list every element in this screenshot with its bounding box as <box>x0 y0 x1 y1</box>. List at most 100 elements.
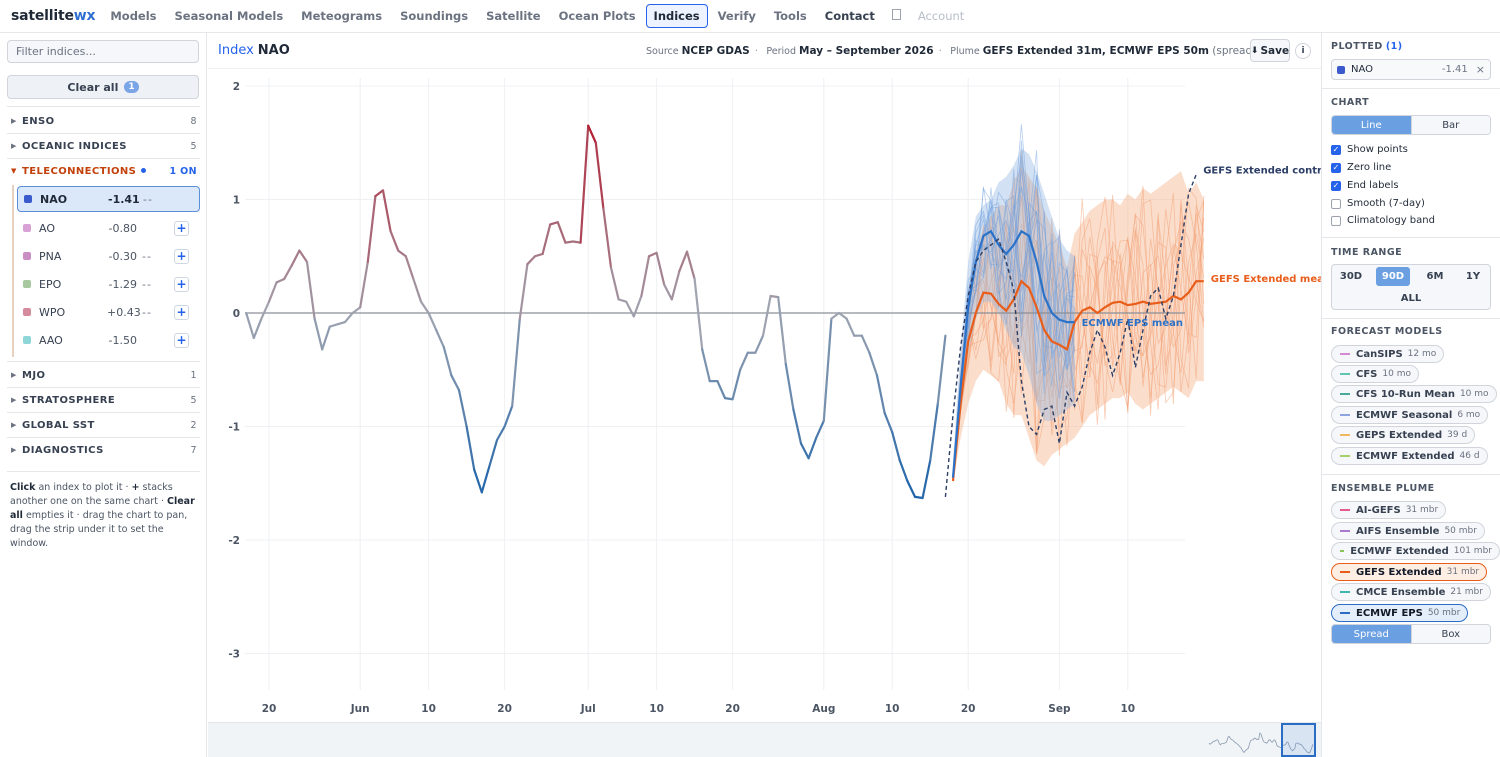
plume-spread-button[interactable]: Spread <box>1332 625 1411 643</box>
gefs-member-line <box>952 177 1205 482</box>
group-oceanic-indices[interactable]: ▶ OCEANIC INDICES 5 <box>7 137 200 155</box>
observed-nao-segment <box>389 230 400 252</box>
filter-indices-input[interactable] <box>7 40 199 63</box>
x-tick-label: 20 <box>262 703 277 715</box>
nav-account[interactable]: Account <box>917 9 965 23</box>
index-row-aao[interactable]: AAO -1.50 + <box>17 327 200 353</box>
nav-tools[interactable]: Tools <box>773 9 807 23</box>
model-ecmwf-extended[interactable]: ECMWF Extended 46 d <box>1331 447 1488 465</box>
show-points-checkbox[interactable]: ✓ Show points <box>1331 144 1408 155</box>
model-cfs-10-run-mean[interactable]: CFS 10-Run Mean 10 mo <box>1331 385 1497 403</box>
range-30d-button[interactable]: 30D <box>1339 271 1363 282</box>
range-1y-button[interactable]: 1Y <box>1465 271 1481 282</box>
index-value: -1.29 <box>108 277 137 291</box>
plume-ecmwf-eps[interactable]: ECMWF EPS 50 mbr <box>1331 604 1469 622</box>
nav-meteograms[interactable]: Meteograms <box>301 9 383 23</box>
observed-nao-segment <box>488 439 499 468</box>
plume-box-button[interactable]: Box <box>1410 625 1490 643</box>
series-swatch <box>1340 393 1350 395</box>
group-mjo[interactable]: ▶ MJO 1 <box>7 366 200 384</box>
nav-ocean-plots[interactable]: Ocean Plots <box>558 9 636 23</box>
group-global-sst[interactable]: ▶ GLOBAL SST 2 <box>7 416 200 434</box>
group-count: 7 <box>190 444 197 456</box>
plume-aifs-ensemble[interactable]: AIFS Ensemble 50 mbr <box>1331 522 1485 540</box>
end-labels-checkbox[interactable]: ✓ End labels <box>1331 180 1399 191</box>
model-cfs[interactable]: CFS 10 mo <box>1331 365 1419 383</box>
smooth-checkbox[interactable]: Smooth (7-day) <box>1331 198 1425 209</box>
index-row-nao[interactable]: NAO -1.41 -- <box>17 186 200 212</box>
observed-nao-segment <box>473 468 483 494</box>
plotted-value: -1.41 <box>1441 64 1468 75</box>
model-cansips[interactable]: CanSIPS 12 mo <box>1331 345 1445 363</box>
time-window-strip[interactable] <box>208 722 1321 757</box>
nav-contact[interactable]: Contact <box>824 9 875 23</box>
group-name: TELECONNECTIONS <box>22 165 137 177</box>
nav-satellite[interactable]: Satellite <box>486 9 541 23</box>
nav-models[interactable]: Models <box>110 9 157 23</box>
range-all-button[interactable]: ALL <box>1400 293 1422 304</box>
observed-nao-segment <box>457 389 468 428</box>
range-6m-button[interactable]: 6M <box>1426 271 1444 282</box>
model-ecmwf-seasonal[interactable]: ECMWF Seasonal 6 mo <box>1331 406 1489 424</box>
checkbox-empty-icon <box>1331 198 1341 209</box>
group-diagnostics[interactable]: ▶ DIAGNOSTICS 7 <box>7 441 200 459</box>
plume-gefs-extended[interactable]: GEFS Extended 31 mbr <box>1331 563 1488 581</box>
index-row-wpo[interactable]: WPO +0.43 -- + <box>17 299 200 325</box>
theme-toggle-icon[interactable] <box>885 4 908 28</box>
collapse-arrow-icon: ▼ <box>11 167 17 175</box>
x-tick-label: Jun <box>350 703 370 715</box>
chart-type-bar-button[interactable]: Bar <box>1410 116 1490 134</box>
index-name: NAO <box>40 192 68 206</box>
observed-nao-segment <box>875 374 886 414</box>
series-swatch <box>1340 571 1350 573</box>
group-name: STRATOSPHERE <box>22 394 116 406</box>
series-swatch <box>1340 455 1350 457</box>
window-handle[interactable] <box>1281 723 1316 757</box>
index-name: WPO <box>39 305 66 319</box>
plume-ecmwf-extended[interactable]: ECMWF Extended 101 mbr <box>1331 542 1500 560</box>
observed-nao-segment <box>298 249 309 264</box>
nao-chart[interactable]: 210-1-2-320 Jun 10 20 Jul 10 20 Aug 10 20 Sep 10GEF… <box>208 70 1321 722</box>
overview-sparkline <box>1208 723 1316 757</box>
group-stratosphere[interactable]: ▶ STRATOSPHERE 5 <box>7 391 200 409</box>
series-swatch <box>1340 434 1350 436</box>
x-tick-label: Aug <box>812 703 835 715</box>
plume-ai-gefs[interactable]: AI-GEFS 31 mbr <box>1331 501 1447 519</box>
range-90d-button[interactable]: 90D <box>1376 267 1410 286</box>
plume-cmce-ensemble[interactable]: CMCE Ensemble 21 mbr <box>1331 583 1491 601</box>
add-index-button[interactable]: + <box>174 248 189 264</box>
index-row-ao[interactable]: AO -0.80 + <box>17 215 200 241</box>
nav-seasonal-models[interactable]: Seasonal Models <box>174 9 284 23</box>
index-row-pna[interactable]: PNA -0.30 -- + <box>17 243 200 269</box>
add-index-button[interactable]: + <box>174 304 189 320</box>
index-row-epo[interactable]: EPO -1.29 -- + <box>17 271 200 297</box>
observed-nao-segment <box>594 141 605 210</box>
index-trend: -- <box>142 249 152 263</box>
save-button[interactable]: ⬇ Save <box>1250 39 1290 62</box>
zero-line-checkbox[interactable]: ✓ Zero line <box>1331 162 1392 173</box>
remove-icon[interactable]: × <box>1475 63 1485 76</box>
observed-nao-segment <box>556 221 567 244</box>
clear-all-button[interactable]: Clear all 1 <box>7 75 199 99</box>
nav-indices[interactable]: Indices <box>645 4 708 28</box>
chart-type-line-button[interactable]: Line <box>1332 116 1411 134</box>
series-swatch <box>1340 414 1350 416</box>
checkbox-checked-icon: ✓ <box>1331 144 1341 155</box>
nav-soundings[interactable]: Soundings <box>400 9 469 23</box>
ecmwf-member-line <box>952 169 1075 478</box>
observed-nao-segment <box>511 317 521 408</box>
model-geps-extended[interactable]: GEPS Extended 39 d <box>1331 426 1476 444</box>
group-teleconnections[interactable]: ▼ TELECONNECTIONS 1 ON <box>7 162 200 180</box>
series-swatch <box>1337 65 1345 74</box>
plotted-item-nao[interactable]: NAO -1.41 × <box>1331 59 1491 80</box>
add-index-button[interactable]: + <box>174 220 189 236</box>
nav-verify[interactable]: Verify <box>717 9 756 23</box>
group-enso[interactable]: ▶ ENSO 8 <box>7 112 200 130</box>
observed-nao-segment <box>921 459 932 500</box>
index-trend: -- <box>142 277 152 291</box>
add-index-button[interactable]: + <box>174 276 189 292</box>
brand-logo[interactable]: satellitewx <box>11 8 96 24</box>
climatology-band-checkbox[interactable]: Climatology band <box>1331 215 1435 226</box>
info-button[interactable]: i <box>1295 43 1311 59</box>
add-index-button[interactable]: + <box>174 332 189 348</box>
